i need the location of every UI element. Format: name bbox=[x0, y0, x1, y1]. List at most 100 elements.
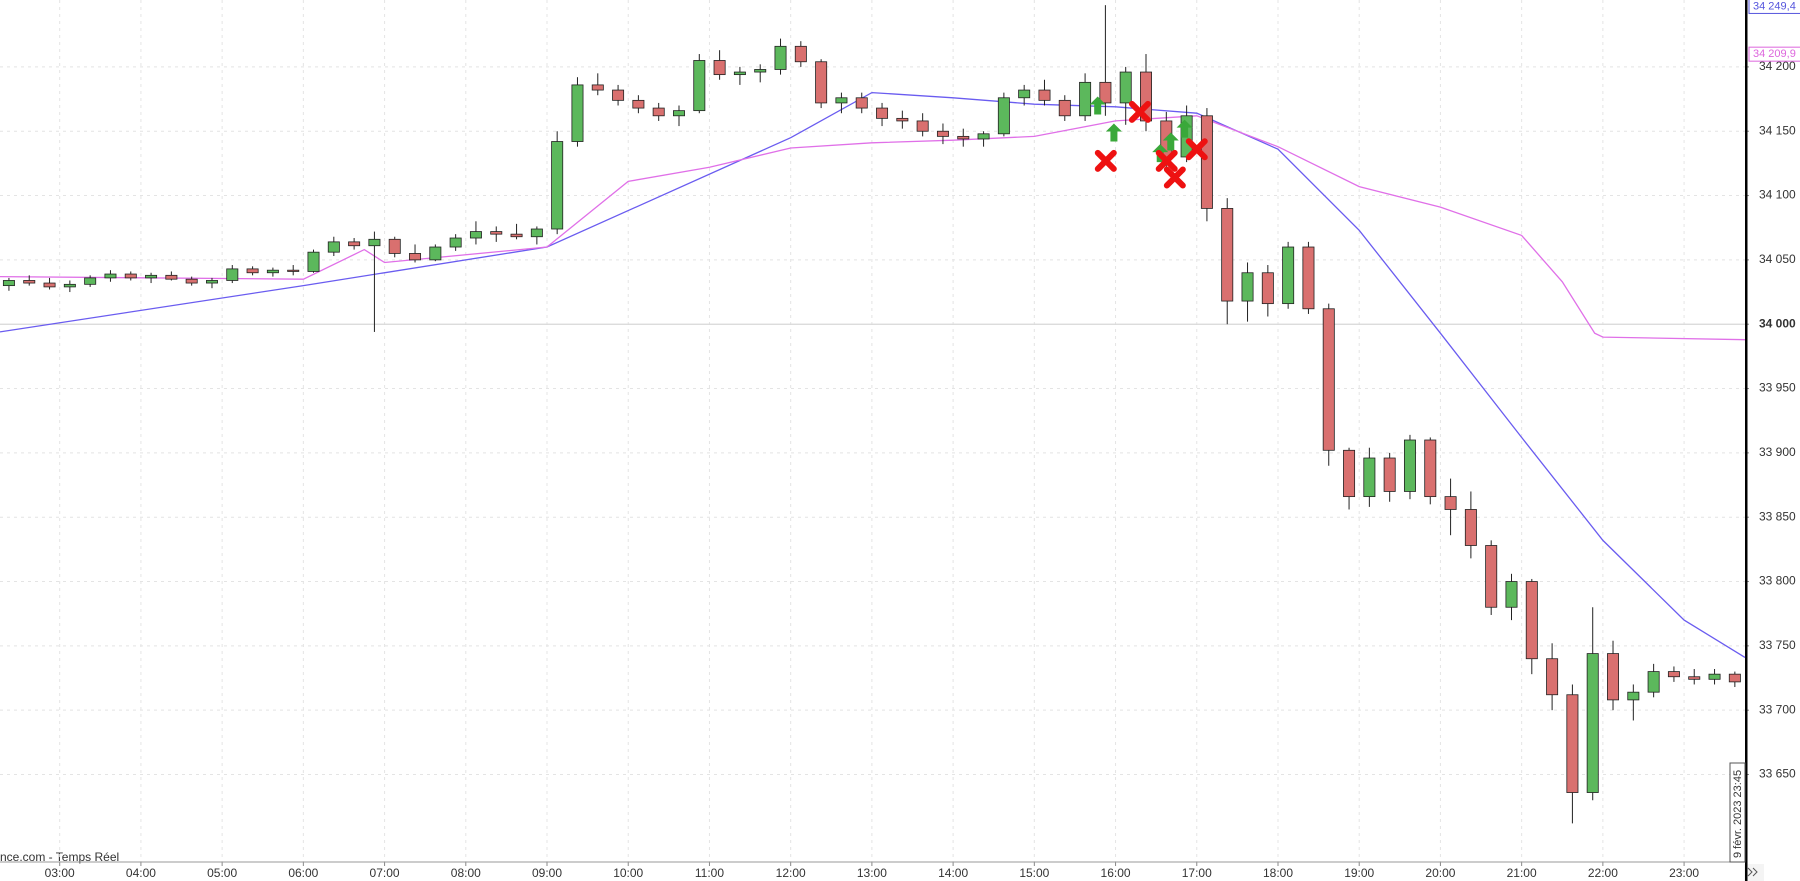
candle-body bbox=[1728, 673, 1741, 683]
candle bbox=[1464, 491, 1477, 559]
sell-signal bbox=[1094, 149, 1117, 172]
candle bbox=[63, 280, 76, 293]
candle bbox=[348, 238, 361, 250]
candle-body bbox=[1241, 272, 1254, 302]
candle-body bbox=[835, 97, 848, 104]
candle-body bbox=[1546, 658, 1559, 696]
candle bbox=[591, 73, 604, 96]
scroll-button[interactable] bbox=[1744, 864, 1764, 881]
candle-body bbox=[632, 99, 645, 109]
x-tick-label: 13:00 bbox=[857, 866, 887, 880]
candle-body bbox=[916, 120, 929, 132]
candle-body bbox=[571, 84, 584, 142]
candle bbox=[754, 64, 767, 83]
price-tag bbox=[1748, 0, 1800, 14]
candle bbox=[835, 92, 848, 114]
candle-body bbox=[348, 241, 361, 247]
buy-signal bbox=[1176, 119, 1193, 138]
candle bbox=[1343, 447, 1356, 510]
candle-body bbox=[1302, 246, 1315, 310]
x-tick-label: 03:00 bbox=[45, 866, 75, 880]
y-tick-label: 33 650 bbox=[1759, 767, 1796, 781]
candle-body bbox=[1464, 509, 1477, 546]
candle-body bbox=[84, 277, 97, 285]
candle-body bbox=[368, 238, 381, 247]
candle-body bbox=[977, 133, 990, 140]
chevron bbox=[1747, 867, 1753, 877]
candle bbox=[307, 249, 320, 273]
scroll-button-bg[interactable] bbox=[1744, 864, 1764, 881]
candle bbox=[327, 236, 340, 257]
candle-body bbox=[266, 269, 279, 274]
sell-signal bbox=[1163, 166, 1186, 189]
x-tick-label: 09:00 bbox=[532, 866, 562, 880]
candle bbox=[246, 266, 259, 276]
candle-body bbox=[1444, 496, 1457, 510]
candle bbox=[145, 272, 158, 284]
candle bbox=[1627, 684, 1640, 721]
chevron bbox=[1752, 867, 1758, 877]
candle-body bbox=[936, 130, 949, 137]
candle bbox=[429, 244, 442, 262]
candle-body bbox=[1647, 671, 1660, 693]
candle bbox=[185, 276, 198, 286]
candle bbox=[1505, 573, 1518, 621]
candle-body bbox=[693, 60, 706, 112]
x-tick-label: 10:00 bbox=[613, 866, 643, 880]
candle bbox=[1586, 607, 1599, 801]
candle bbox=[713, 50, 726, 80]
candle bbox=[997, 92, 1010, 137]
candle bbox=[1322, 303, 1335, 466]
x-tick-label: 17:00 bbox=[1182, 866, 1212, 880]
candle bbox=[388, 236, 401, 258]
x-tick-label: 12:00 bbox=[776, 866, 806, 880]
y-tick-label: 33 800 bbox=[1759, 574, 1796, 588]
candle-body bbox=[612, 89, 625, 101]
x-tick-label: 22:00 bbox=[1588, 866, 1618, 880]
candle bbox=[1282, 241, 1295, 309]
candle bbox=[226, 265, 239, 284]
candle bbox=[1261, 265, 1274, 317]
candle bbox=[23, 275, 36, 286]
sell-signal bbox=[1155, 149, 1178, 172]
y-tick-label: 33 850 bbox=[1759, 509, 1796, 523]
candle-body bbox=[551, 141, 564, 230]
candle-body bbox=[1099, 81, 1112, 104]
candle-body bbox=[673, 110, 685, 117]
candle bbox=[1221, 198, 1234, 325]
candle-body bbox=[1200, 115, 1213, 209]
sell-signal bbox=[1185, 138, 1208, 161]
candle-body bbox=[388, 238, 401, 254]
candle bbox=[43, 277, 56, 290]
candle-body bbox=[1322, 308, 1335, 451]
candle-body bbox=[104, 273, 117, 279]
x-tick-label: 20:00 bbox=[1425, 866, 1455, 880]
candle-body bbox=[1343, 449, 1356, 498]
y-tick-label: 34 200 bbox=[1759, 59, 1796, 73]
candle bbox=[368, 231, 381, 332]
candle-body bbox=[1607, 653, 1620, 701]
source: nce.com - Temps Réel bbox=[0, 850, 119, 864]
candle bbox=[287, 265, 300, 276]
candle-body bbox=[449, 237, 462, 248]
candle bbox=[266, 267, 279, 277]
candle-body bbox=[1627, 691, 1640, 701]
x-tick-label: 08:00 bbox=[451, 866, 481, 880]
candle bbox=[1424, 437, 1437, 505]
candle bbox=[896, 110, 909, 129]
candle bbox=[1079, 73, 1092, 121]
candle bbox=[1200, 108, 1213, 222]
candle-body bbox=[733, 71, 746, 76]
candle bbox=[1667, 666, 1680, 682]
candle bbox=[1688, 669, 1701, 685]
candle-body bbox=[327, 241, 340, 253]
candle-body bbox=[1525, 581, 1538, 660]
candle-body bbox=[1708, 673, 1721, 680]
timestamp-box bbox=[1729, 762, 1746, 863]
candle-body bbox=[652, 107, 665, 117]
candle bbox=[1728, 671, 1741, 688]
candle bbox=[916, 113, 929, 137]
